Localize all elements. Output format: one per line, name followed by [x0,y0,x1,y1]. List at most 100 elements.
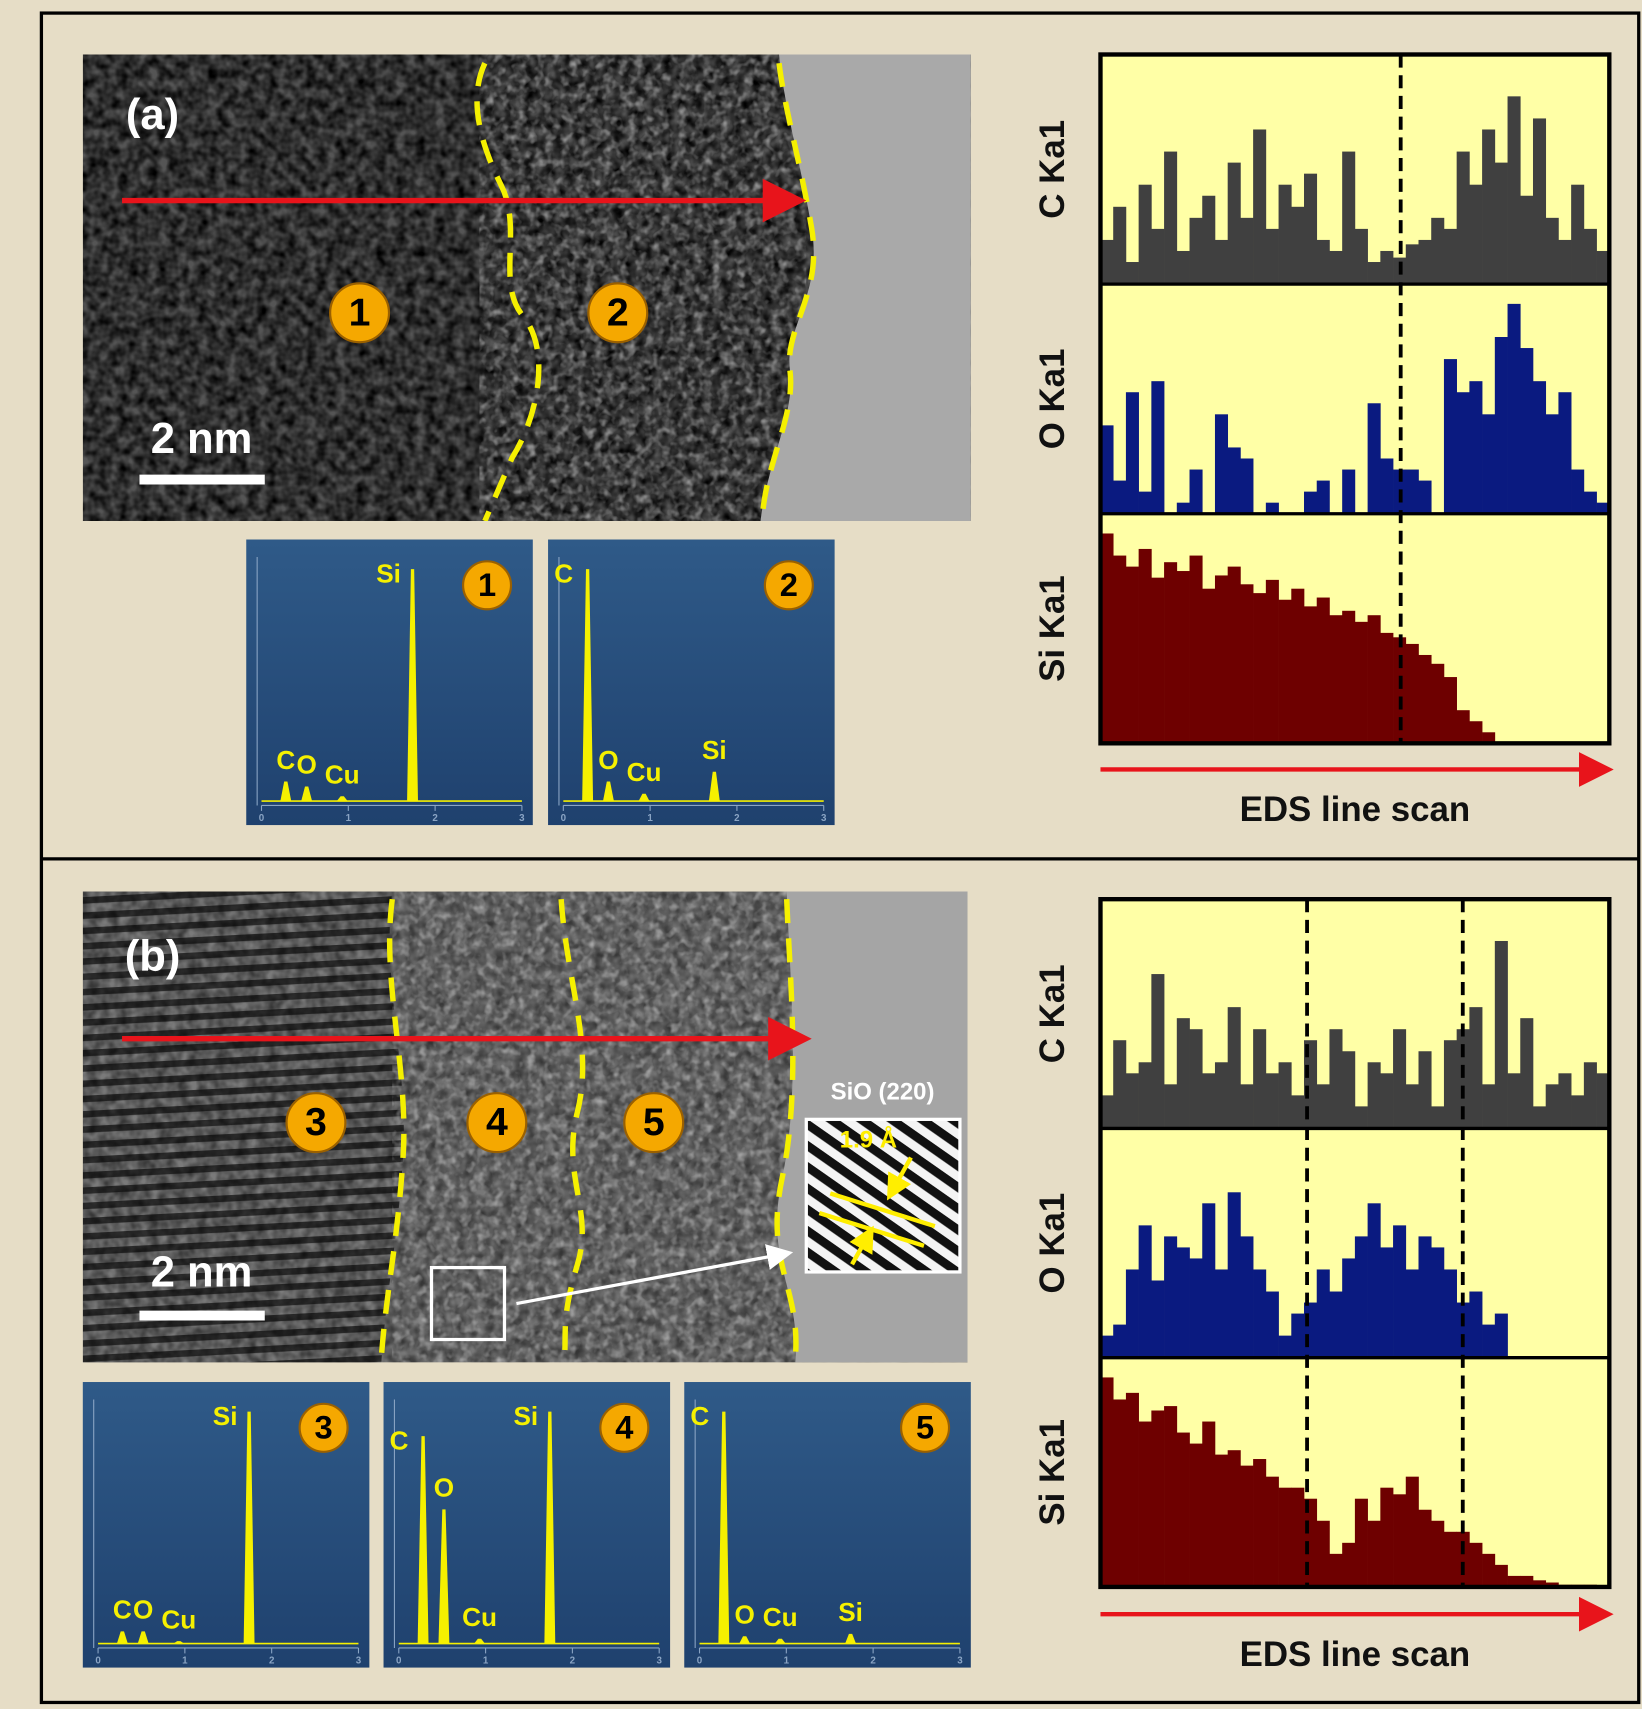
scan-bar [1227,566,1241,744]
scan-bar [1151,381,1165,514]
scan-bar [1456,151,1470,285]
fringe-line [829,1191,936,1229]
scan-bar [1443,1269,1457,1358]
scan-bar [1354,228,1368,285]
scan-bar [1202,1073,1216,1129]
spectrum-tick-label: 1 [346,813,352,824]
peak-label: C [554,559,573,589]
scan-bar [1482,414,1496,514]
scan-bar [1100,533,1114,744]
spectrum-marker-label: 1 [478,566,496,603]
scan-bar [1164,151,1178,285]
scan-bar [1329,1291,1343,1358]
scan-bar [1469,381,1483,514]
scan-bar [1253,1269,1267,1358]
micrograph-a [82,54,971,521]
spectrum-tick-label: 1 [483,1656,489,1667]
region-marker [587,282,649,344]
scan-bar [1151,974,1165,1129]
scan-bar [1367,1203,1381,1358]
scan-bar [1253,1459,1267,1587]
scan-bar [1494,940,1508,1129]
scan-bar [1227,1007,1241,1129]
scan-bar [1431,1247,1445,1358]
scan-bar [1418,239,1432,285]
image-texture [392,891,807,1363]
region-label: 1 [349,290,371,334]
spectrum-tick-label: 1 [784,1656,790,1667]
scan-bar [1405,1476,1419,1587]
scan-bar [1342,469,1356,514]
scan-bar [1520,1018,1534,1129]
scan-bar [1482,1553,1496,1587]
scan-bar [1125,392,1139,514]
boundary [558,899,586,1361]
scan-bar [1278,1335,1292,1358]
scan-bar [1354,1106,1368,1129]
scan-bar [1125,566,1139,744]
scan-bar [1532,118,1547,285]
scan-bar [1393,1029,1407,1129]
spectrum-tick-label: 0 [561,813,567,824]
region-marker [285,1092,347,1154]
scan-bar [1100,1377,1114,1587]
scan-bar [1456,392,1470,514]
scan-bar [1189,1443,1203,1587]
spectrum-peak [407,569,418,802]
scan-bar [1443,677,1457,744]
scan-bar [1367,403,1381,514]
scan-bar [1227,162,1241,285]
scan-bar [1545,1582,1559,1587]
scan-bar [1253,129,1267,285]
scan-bar [1240,1465,1254,1587]
peak-label: C [113,1595,132,1625]
boundary [378,898,407,1358]
scan-bar [1176,250,1190,285]
spectrum-marker [763,560,814,611]
scan-bar [1558,392,1572,514]
scan-bar [1214,575,1229,744]
scan-element-label: Si Ka1 [1033,575,1072,682]
spectrum-peak [137,1631,149,1644]
scan-bar [1469,1007,1483,1129]
scan-bar [1214,239,1229,285]
scan-bar [1202,1203,1216,1358]
scan-bar [1125,1392,1139,1587]
boundary [474,62,542,521]
peak-label: C [276,745,295,775]
spectrum-tick-label: 0 [697,1656,703,1667]
spectrum-tick-label: 2 [734,813,740,824]
spacing-arrow [886,1156,913,1201]
scan-bar [1367,1520,1381,1587]
scan-bar [1393,637,1407,744]
peak-label: O [296,750,316,780]
scan-bar [1176,502,1190,514]
region-label: 5 [643,1100,665,1144]
scan-bar [1253,1029,1267,1129]
spectrum-tick-label: 2 [432,813,438,824]
scan-bar [1342,151,1356,285]
scan-bar [1189,555,1203,744]
scan-bar [1431,1106,1445,1129]
spectrum-peak [301,786,313,802]
spectrum-tick-label: 1 [182,1656,188,1667]
scan-bar [1380,250,1394,285]
scan-bar [1100,1095,1114,1129]
scan-bar [1202,588,1216,744]
scan-bar [1176,1432,1190,1587]
spectrum-peak [845,1633,856,1644]
scan-bar [1380,1247,1394,1358]
scan-bar [1138,1225,1152,1358]
scan-bar [1151,228,1165,285]
scan-bar [1214,1269,1229,1358]
scale-bar-label: 2 nm [151,1249,253,1297]
scan-bar [1342,610,1356,744]
spectrum-marker [599,1402,650,1453]
scan-bar [1316,480,1330,514]
spectrum-peak [582,569,594,802]
scan-bar [1176,1018,1190,1129]
image-texture [479,54,807,521]
scan-bar [1100,239,1114,285]
scan-bar [1240,584,1254,744]
